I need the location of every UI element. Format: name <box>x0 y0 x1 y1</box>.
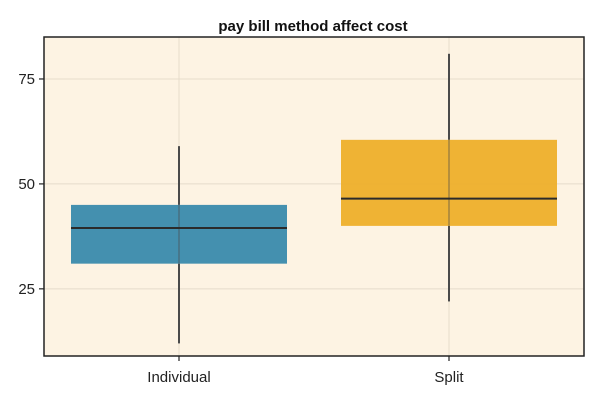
chart-title: pay bill method affect cost <box>218 18 407 35</box>
y-tick-label: 75 <box>18 71 35 88</box>
box-individual <box>71 204 287 264</box>
plot-frame <box>43 36 585 357</box>
y-tick-label: 50 <box>18 176 35 193</box>
plot-area: 25 50 75 Individual Split <box>18 36 585 386</box>
x-tick-label: Individual <box>147 369 210 386</box>
y-tick-label: 25 <box>18 281 35 298</box>
box-split <box>341 139 557 226</box>
x-tick-label: Split <box>434 369 464 386</box>
